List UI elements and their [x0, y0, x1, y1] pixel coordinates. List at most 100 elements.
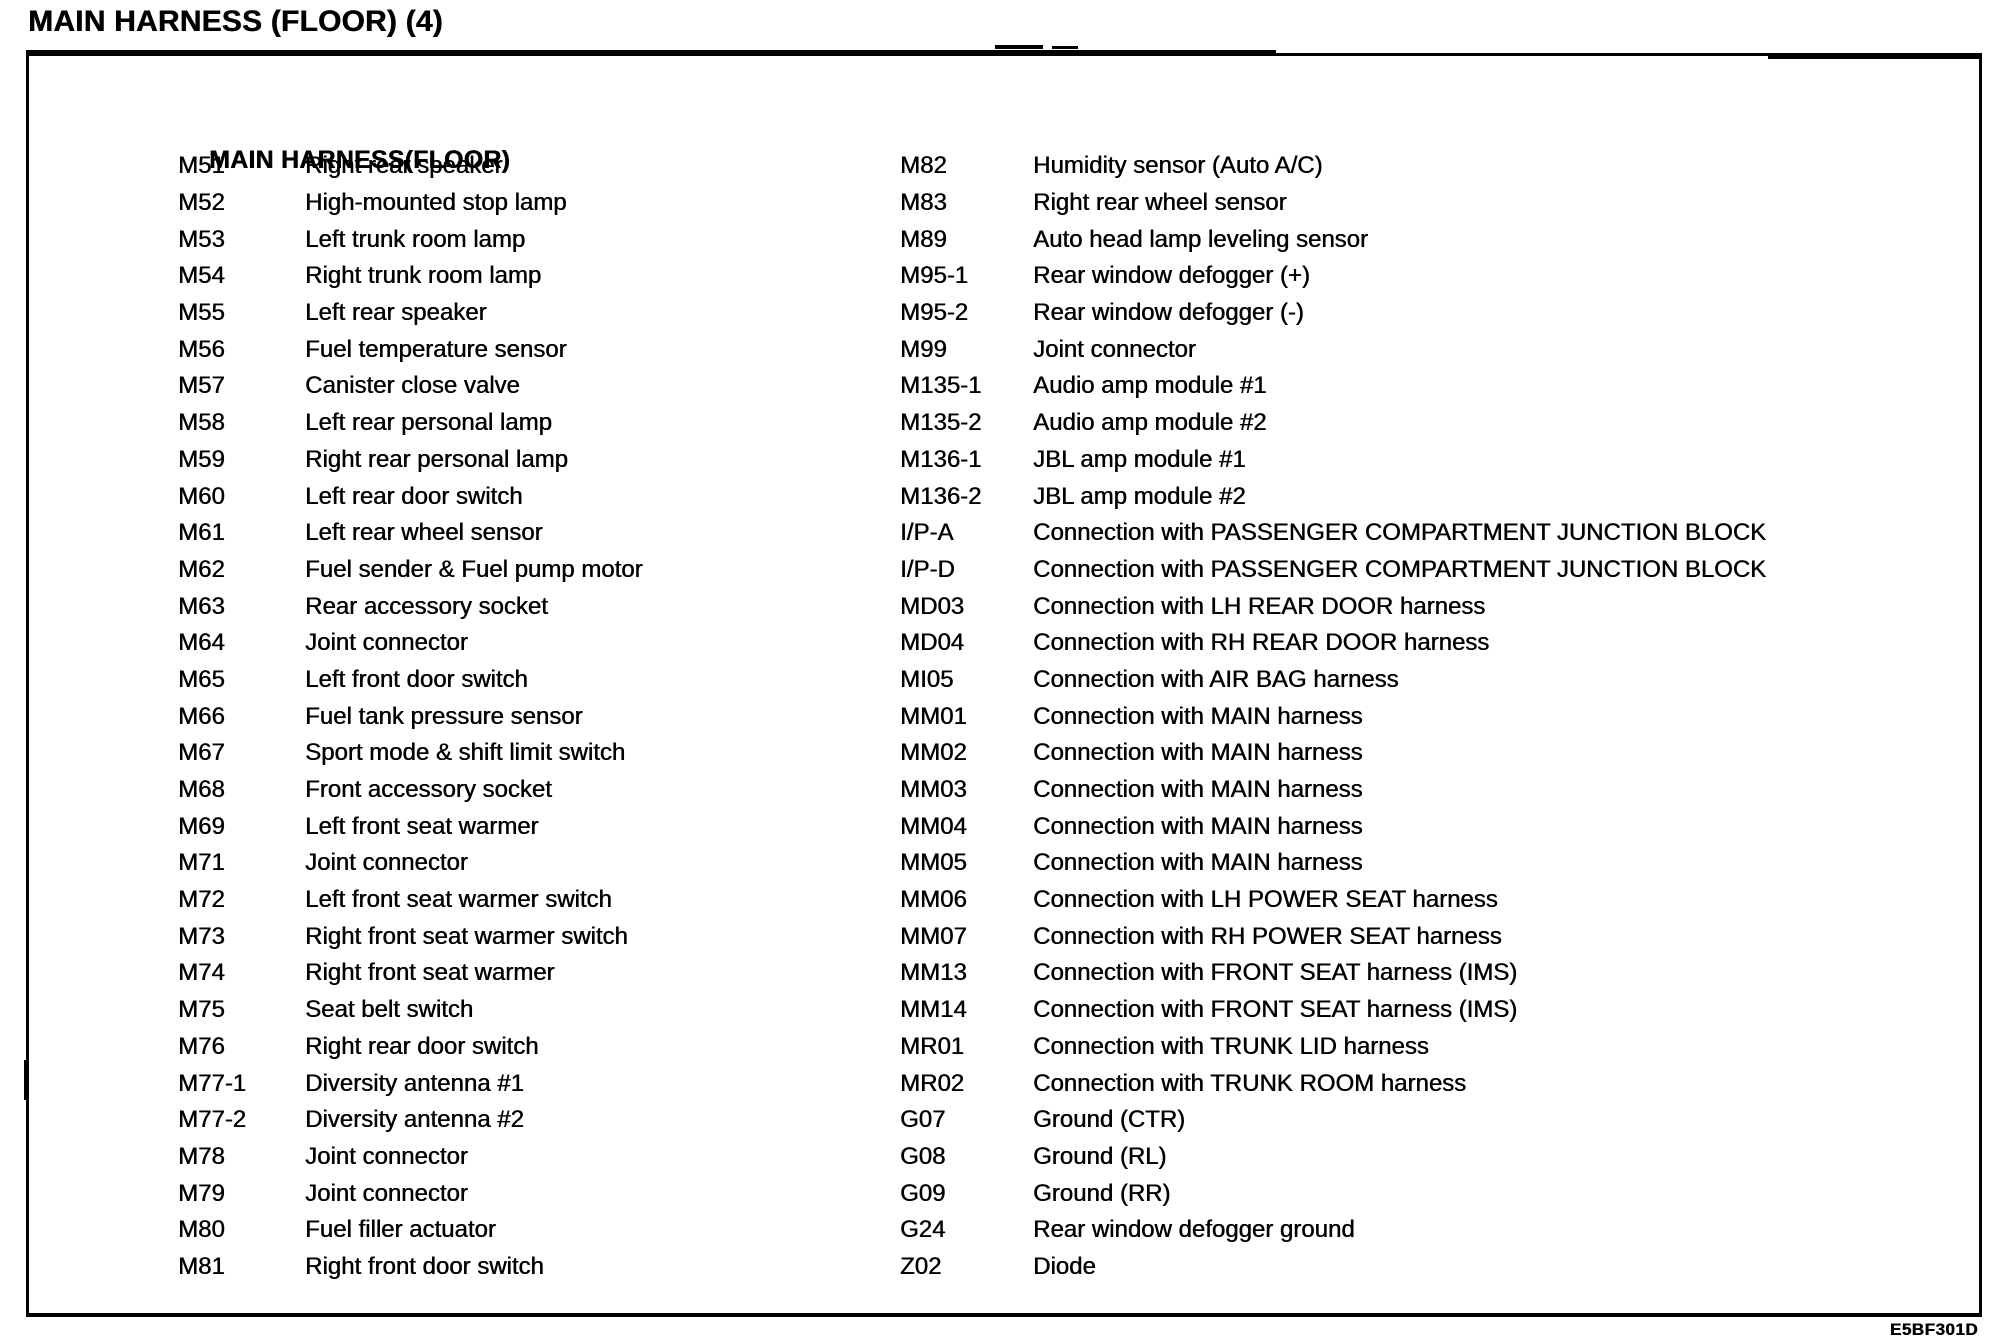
connector-row: M63 Rear accessory socket	[178, 588, 643, 625]
connector-description: Connection with RH REAR DOOR harness	[1033, 629, 1490, 657]
connector-code: M55	[178, 299, 225, 327]
connector-description: Sport mode & shift limit switch	[305, 739, 626, 767]
scan-artifact-top-rule	[26, 50, 1276, 54]
connector-row: M77-2 Diversity antenna #2	[178, 1102, 643, 1139]
connector-row: M66 Fuel tank pressure sensor	[178, 698, 643, 735]
connector-code: M77-2	[178, 1106, 247, 1134]
connector-description: Connection with LH POWER SEAT harness	[1033, 886, 1498, 914]
connector-description: Joint connector	[305, 1179, 468, 1207]
connector-code: M95-1	[900, 262, 969, 290]
connector-description: Right front door switch	[305, 1252, 544, 1280]
connector-code: M75	[178, 996, 225, 1024]
connector-description: Connection with TRUNK ROOM harness	[1033, 1069, 1467, 1097]
connector-code: M80	[178, 1216, 225, 1244]
scan-artifact-top-rule-right	[1768, 54, 1982, 59]
connector-code: M95-2	[900, 299, 969, 327]
connector-description: Connection with MAIN harness	[1033, 812, 1363, 840]
connector-description: Joint connector	[305, 1142, 468, 1170]
connector-row: M95-2 Rear window defogger (-)	[900, 295, 1766, 332]
connector-description: Left rear speaker	[305, 299, 487, 327]
connector-code: MM03	[900, 776, 967, 804]
connector-row: M52 High-mounted stop lamp	[178, 185, 643, 222]
connector-row: MM06 Connection with LH POWER SEAT harne…	[900, 882, 1766, 919]
connector-description: JBL amp module #1	[1033, 445, 1246, 473]
connector-description: Canister close valve	[305, 372, 520, 400]
connector-row: M61 Left rear wheel sensor	[178, 515, 643, 552]
connector-row: M65 Left front door switch	[178, 662, 643, 699]
connector-description: Right rear wheel sensor	[1033, 189, 1287, 217]
connector-description: Left trunk room lamp	[305, 225, 526, 253]
connector-row: M80 Fuel filler actuator	[178, 1212, 643, 1249]
connector-code: M52	[178, 189, 225, 217]
connector-description: JBL amp module #2	[1033, 482, 1246, 510]
connector-code: M62	[178, 555, 225, 583]
connector-row: MM04 Connection with MAIN harness	[900, 808, 1766, 845]
connector-description: Connection with AIR BAG harness	[1033, 665, 1399, 693]
connector-code: M99	[900, 335, 947, 363]
connector-code: M78	[178, 1142, 225, 1170]
connector-description: Connection with PASSENGER COMPARTMENT JU…	[1033, 519, 1767, 547]
connector-description: Rear window defogger ground	[1033, 1216, 1355, 1244]
figure-reference-code: E5BF301D	[1889, 1320, 1978, 1339]
connector-description: Connection with MAIN harness	[1033, 702, 1363, 730]
connector-code: MR01	[900, 1032, 965, 1060]
connector-description: Left front seat warmer switch	[305, 886, 612, 914]
connector-row: G09 Ground (RR)	[900, 1175, 1766, 1212]
scan-artifact-dash	[995, 45, 1043, 49]
connector-description: Connection with RH POWER SEAT harness	[1033, 922, 1502, 950]
connector-row: M83 Right rear wheel sensor	[900, 185, 1766, 222]
harness-connector-box: MAIN HARNESS(FLOOR)	[26, 53, 1982, 1317]
connector-row: MD04 Connection with RH REAR DOOR harnes…	[900, 625, 1766, 662]
connector-description: Right rear door switch	[305, 1032, 539, 1060]
connector-row: M78 Joint connector	[178, 1139, 643, 1176]
connector-code: M135-2	[900, 409, 982, 437]
connector-row: M74 Right front seat warmer	[178, 955, 643, 992]
connector-code: M83	[900, 189, 947, 217]
connector-description: Right rear personal lamp	[305, 445, 568, 473]
connector-row: M51 Right rear speaker	[178, 148, 643, 185]
connector-code: M65	[178, 665, 225, 693]
connector-code: I/P-D	[900, 555, 955, 583]
connector-row: M53 Left trunk room lamp	[178, 221, 643, 258]
connector-row: M76 Right rear door switch	[178, 1029, 643, 1066]
connector-code: M72	[178, 886, 225, 914]
connector-row: M89 Auto head lamp leveling sensor	[900, 221, 1766, 258]
connector-description: Diode	[1033, 1252, 1096, 1280]
connector-row: MM02 Connection with MAIN harness	[900, 735, 1766, 772]
connector-row: M59 Right rear personal lamp	[178, 442, 643, 479]
connector-code: MM02	[900, 739, 967, 767]
connector-code: M73	[178, 922, 225, 950]
connector-row: MM13 Connection with FRONT SEAT harness …	[900, 955, 1766, 992]
connector-code: G07	[900, 1106, 946, 1134]
scan-artifact-dash	[1052, 46, 1078, 49]
connector-code: M69	[178, 812, 225, 840]
connector-row: M62 Fuel sender & Fuel pump motor	[178, 552, 643, 589]
connector-code: G24	[900, 1216, 946, 1244]
connector-description: Connection with MAIN harness	[1033, 739, 1363, 767]
connector-description: Connection with FRONT SEAT harness (IMS)	[1033, 996, 1518, 1024]
connector-description: Rear accessory socket	[305, 592, 548, 620]
scan-artifact-left-rule	[24, 1060, 26, 1100]
connector-row: M57 Canister close valve	[178, 368, 643, 405]
connector-description: Right trunk room lamp	[305, 262, 542, 290]
connector-code: M56	[178, 335, 225, 363]
connector-description: Connection with LH REAR DOOR harness	[1033, 592, 1486, 620]
connector-row: M95-1 Rear window defogger (+)	[900, 258, 1766, 295]
connector-code: MM06	[900, 886, 967, 914]
connector-row: M69 Left front seat warmer	[178, 808, 643, 845]
connector-description: Fuel sender & Fuel pump motor	[305, 555, 643, 583]
connector-row: MM05 Connection with MAIN harness	[900, 845, 1766, 882]
connector-row: MR01 Connection with TRUNK LID harness	[900, 1029, 1766, 1066]
connector-list-right: M82 Humidity sensor (Auto A/C) M83 Right…	[900, 148, 1766, 1285]
connector-code: MI05	[900, 665, 954, 693]
connector-code: MR02	[900, 1069, 965, 1097]
connector-description: Connection with MAIN harness	[1033, 849, 1363, 877]
connector-row: M56 Fuel temperature sensor	[178, 331, 643, 368]
connector-list-left: M51 Right rear speaker M52 High-mounted …	[178, 148, 643, 1285]
connector-row: M136-1 JBL amp module #1	[900, 442, 1766, 479]
connector-code: M66	[178, 702, 225, 730]
connector-description: Fuel temperature sensor	[305, 335, 567, 363]
connector-row: M72 Left front seat warmer switch	[178, 882, 643, 919]
connector-code: M60	[178, 482, 225, 510]
section-heading: MAIN HARNESS(FLOOR)	[209, 146, 511, 174]
